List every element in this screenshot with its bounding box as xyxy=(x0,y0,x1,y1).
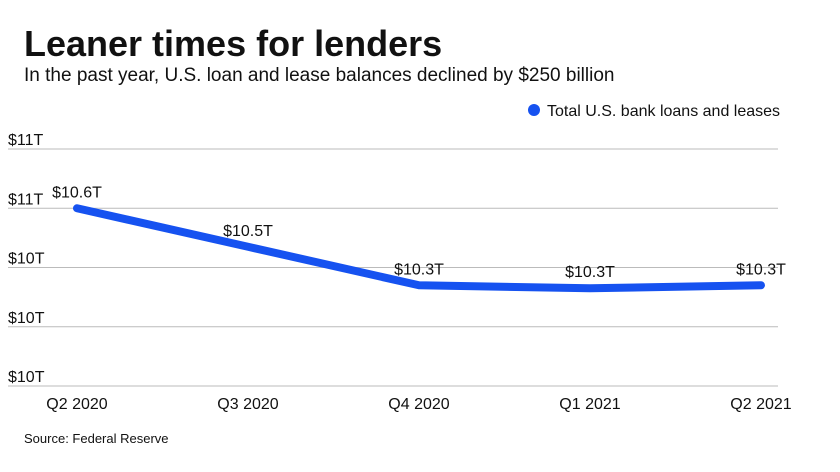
data-label: $10.3T xyxy=(565,264,615,281)
chart-title: Leaner times for lenders xyxy=(24,23,442,64)
data-label: $10.5T xyxy=(223,223,273,240)
y-tick-label: $10T xyxy=(8,369,45,386)
source: Source: Federal Reserve xyxy=(24,431,169,446)
data-label: $10.3T xyxy=(394,261,444,278)
x-tick-label: Q2 2020 xyxy=(46,396,107,413)
series-line xyxy=(73,204,765,293)
x-tick-label: Q1 2021 xyxy=(559,396,620,413)
chart-subtitle: In the past year, U.S. loan and lease ba… xyxy=(24,65,614,86)
data-label: $10.6T xyxy=(52,184,102,201)
x-tick-label: Q3 2020 xyxy=(217,396,278,413)
data-label: $10.3T xyxy=(736,261,786,278)
x-tick-label: Q4 2020 xyxy=(388,396,449,413)
y-tick-label: $10T xyxy=(8,251,45,268)
legend-label: Total U.S. bank loans and leases xyxy=(547,103,780,120)
y-tick-label: $11T xyxy=(8,191,44,208)
x-tick-label: Q2 2021 xyxy=(730,396,791,413)
y-tick-label: $11T xyxy=(8,132,44,149)
legend-marker xyxy=(528,104,540,116)
y-tick-label: $10T xyxy=(8,310,45,327)
